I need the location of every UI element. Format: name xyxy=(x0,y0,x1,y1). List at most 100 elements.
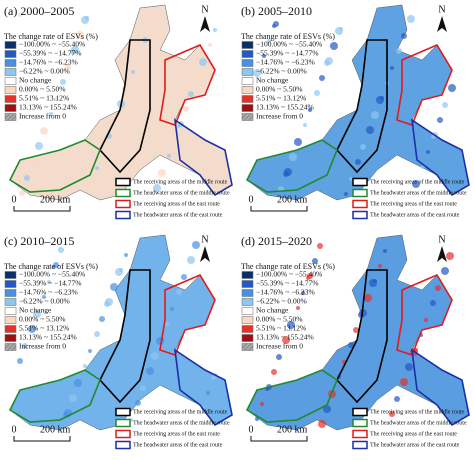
map-patch xyxy=(348,342,354,348)
legend-label: 0.00% ~ 5.50% xyxy=(19,315,66,324)
map-patch xyxy=(442,102,448,108)
route-label: The headwater areas of the east route xyxy=(133,211,223,218)
legend-swatch xyxy=(4,298,17,306)
map-patch xyxy=(28,325,36,333)
map-patch xyxy=(276,354,282,360)
legend-swatch xyxy=(241,59,254,67)
route-outline xyxy=(245,139,338,193)
map-patch xyxy=(158,169,166,177)
map-patch xyxy=(349,177,353,181)
scale-zero: 0 xyxy=(12,194,17,205)
scale-bar xyxy=(13,436,71,442)
panel: (b) 2005–2010 N The change rate of ESVs (%… xyxy=(241,4,470,220)
map-patch xyxy=(24,175,30,181)
legend-swatch xyxy=(4,41,17,49)
legend-swatch xyxy=(241,95,254,103)
map-patch xyxy=(441,267,449,275)
legend-swatch xyxy=(241,104,254,112)
legend-label: 5.51% ~ 13.12% xyxy=(19,324,69,333)
route-label: The receiving areas of the middle route xyxy=(133,178,228,185)
legend-swatch xyxy=(241,41,254,49)
map-patch xyxy=(307,273,313,279)
scale-distance: 200 km xyxy=(40,424,71,435)
route-outline xyxy=(173,348,233,427)
map-patch xyxy=(54,97,58,101)
route-outline xyxy=(99,269,151,404)
legend-swatch xyxy=(4,59,17,67)
panel-title: (b) 2005–2010 xyxy=(241,4,312,18)
map-patch xyxy=(206,391,210,395)
north-label: N xyxy=(201,4,208,15)
route-label: The headwater areas of the middle route xyxy=(370,419,467,426)
legend-label: No change xyxy=(256,76,289,85)
route-swatch xyxy=(352,199,368,209)
map-patch xyxy=(312,258,318,264)
route-label: The receiving areas of the east route xyxy=(133,430,220,437)
map-patch xyxy=(146,367,154,375)
map-patch xyxy=(85,16,89,20)
legend-swatch xyxy=(241,271,254,279)
map-patch xyxy=(194,73,202,81)
map-patch xyxy=(208,43,212,47)
legend-hatch xyxy=(5,113,16,121)
map-patch xyxy=(253,69,261,77)
route-outline xyxy=(410,118,470,197)
legend-label: −6.22% ~ 0.00% xyxy=(256,297,307,306)
route-swatch xyxy=(352,440,368,450)
map-patch xyxy=(314,90,320,96)
route-label: The receiving areas of the middle route xyxy=(133,408,228,415)
map-patch xyxy=(181,274,187,280)
map-patch xyxy=(88,349,92,353)
map-patch xyxy=(33,310,41,318)
map-patch xyxy=(131,70,135,74)
map-patch xyxy=(400,378,408,386)
map-patch xyxy=(389,411,395,417)
legend-label: Increase from 0 xyxy=(256,342,303,351)
legend-swatch xyxy=(241,86,254,94)
north-label: N xyxy=(438,234,445,245)
legend-hatch xyxy=(242,113,253,121)
map-patch xyxy=(364,294,372,302)
north-arrow xyxy=(200,16,210,32)
route-swatch xyxy=(115,440,131,450)
legend-label: −100.00% ~ −55.40% xyxy=(19,40,85,49)
map-patch xyxy=(65,64,71,70)
route-outline xyxy=(8,369,101,423)
legend-label: −55.39% ~ −14.77% xyxy=(256,49,319,58)
map-patch xyxy=(394,396,400,402)
legend-title: The change rate of ESVs (%) xyxy=(241,32,335,41)
map-patch xyxy=(373,279,377,283)
route-swatch xyxy=(352,210,368,220)
map-patch xyxy=(301,291,305,295)
map-patch xyxy=(378,264,382,268)
map-patch xyxy=(47,280,51,284)
map-patch xyxy=(183,106,189,112)
map-patch xyxy=(294,138,302,146)
map-patch xyxy=(119,268,123,272)
panel: (d) 2015–2020 N The change rate of ESVs (%… xyxy=(241,234,470,450)
map-patch xyxy=(289,153,297,161)
legend-label: −100.00% ~ −55.40% xyxy=(19,270,85,279)
north-arrow xyxy=(200,246,210,262)
scale-distance: 200 km xyxy=(277,424,308,435)
legend-label: 13.13% ~ 155.24% xyxy=(256,333,314,342)
map-patch xyxy=(83,364,87,368)
map-patch xyxy=(19,190,25,196)
map-patch xyxy=(69,394,77,402)
map-patch xyxy=(126,85,130,89)
map-patch xyxy=(49,112,53,116)
map-patch xyxy=(35,142,43,150)
map-patch xyxy=(405,363,413,371)
legend-label: 5.51% ~ 13.12% xyxy=(256,94,306,103)
map-patch xyxy=(74,379,82,387)
route-outline xyxy=(245,369,338,423)
route-outline xyxy=(396,273,453,356)
legend-label: 5.51% ~ 13.12% xyxy=(19,94,69,103)
north-arrow xyxy=(437,16,447,32)
legend-swatch xyxy=(241,77,254,85)
map-patch xyxy=(124,253,128,257)
scale-zero: 0 xyxy=(249,424,254,435)
scale-zero: 0 xyxy=(12,424,17,435)
legend-label: −6.22% ~ 0.00% xyxy=(19,67,70,76)
map-patch xyxy=(355,159,361,165)
